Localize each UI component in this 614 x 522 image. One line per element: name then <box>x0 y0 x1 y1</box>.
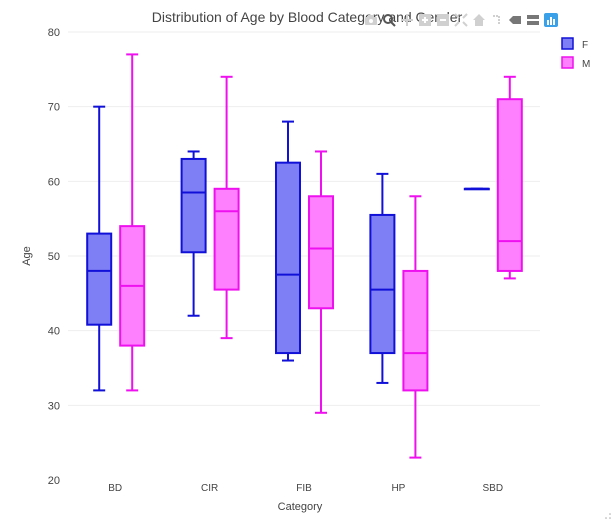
box-F-SBD[interactable] <box>463 187 490 191</box>
modebar <box>364 13 558 31</box>
zoom-out-icon[interactable] <box>436 13 450 27</box>
box-F-BD[interactable] <box>86 105 113 392</box>
box-iqr <box>308 195 334 310</box>
spike-lines-icon[interactable] <box>490 13 504 27</box>
zoom-in-icon[interactable] <box>418 13 432 27</box>
legend-swatch <box>561 56 574 69</box>
y-axis-title: Age <box>21 246 33 266</box>
x-tick-label: CIR <box>201 483 218 494</box>
box-iqr <box>86 232 113 326</box>
y-tick-label: 80 <box>48 27 60 39</box>
y-tick-label: 40 <box>48 326 60 338</box>
box-M-FIB[interactable] <box>308 150 334 414</box>
box-iqr <box>275 161 301 355</box>
legend-item-M[interactable]: M <box>561 56 590 70</box>
legend-label: M <box>582 59 590 70</box>
y-tick-label: 20 <box>48 475 60 487</box>
legend[interactable]: FM <box>561 37 590 70</box>
y-tick-label: 70 <box>48 102 60 114</box>
box-M-BD[interactable] <box>119 53 146 392</box>
y-tick-label: 50 <box>48 251 60 263</box>
resize-handle-icon[interactable] <box>604 512 612 520</box>
box-F-HP[interactable] <box>369 172 396 384</box>
legend-swatch <box>561 37 574 50</box>
autoscale-icon[interactable] <box>454 13 468 27</box>
plotly-logo-icon[interactable] <box>544 13 558 27</box>
x-tick-label: HP <box>391 483 405 494</box>
box-M-SBD[interactable] <box>496 75 523 280</box>
box-F-CIR[interactable] <box>180 150 207 317</box>
legend-item-F[interactable]: F <box>561 37 588 51</box>
box-F-FIB[interactable] <box>275 120 301 362</box>
x-tick-labels: BD CIR FIB HP SBD <box>108 483 503 494</box>
zoom-icon[interactable] <box>382 13 396 27</box>
y-tick-label: 60 <box>48 176 60 188</box>
box-iqr <box>180 157 207 254</box>
box-M-HP[interactable] <box>402 195 429 459</box>
camera-icon[interactable] <box>364 13 378 27</box>
x-tick-label: SBD <box>483 483 504 494</box>
y-gridlines <box>68 31 540 406</box>
hover-closest-icon[interactable] <box>508 13 522 27</box>
x-axis-title: Category <box>278 501 323 513</box>
box-iqr <box>402 269 429 392</box>
x-tick-label: BD <box>108 483 122 494</box>
y-tick-label: 30 <box>48 400 60 412</box>
box-iqr <box>369 213 396 355</box>
y-tick-labels: 20 30 40 50 60 70 80 <box>48 27 60 487</box>
pan-icon[interactable] <box>400 13 414 27</box>
box-M-CIR[interactable] <box>213 75 240 340</box>
legend-label: F <box>582 40 588 51</box>
box-series <box>86 53 523 459</box>
hover-compare-icon[interactable] <box>526 13 540 27</box>
reset-axes-icon[interactable] <box>472 13 486 27</box>
box-iqr <box>213 187 240 291</box>
box-iqr <box>496 98 523 272</box>
x-tick-label: FIB <box>296 483 312 494</box>
